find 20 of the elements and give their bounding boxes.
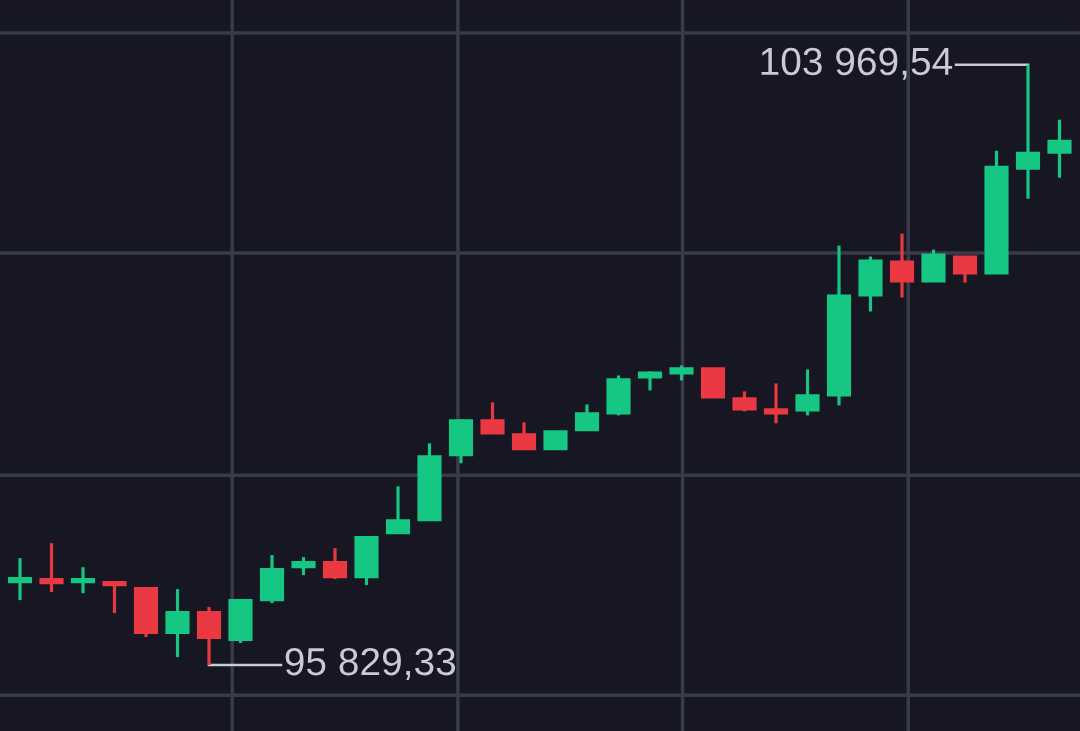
candlestick [637,371,663,391]
candlestick [385,486,411,535]
candlestick [1047,119,1072,178]
candlestick [322,548,348,581]
candlestick [39,543,64,594]
candlestick [480,402,505,435]
annotation: 103 969,54 [761,47,953,80]
candlestick [952,255,978,283]
candlestick [102,581,127,615]
candlestick [732,391,757,412]
candlestick [7,558,33,602]
candlestick [1015,63,1041,199]
candlestick [70,567,96,595]
candlestick [165,589,190,659]
annotation: 95 829,33 [285,647,456,681]
candlestick [889,233,915,298]
candlestick [763,383,789,424]
candlestick [511,422,537,451]
candlestick [574,404,600,432]
candlestick [795,369,820,416]
